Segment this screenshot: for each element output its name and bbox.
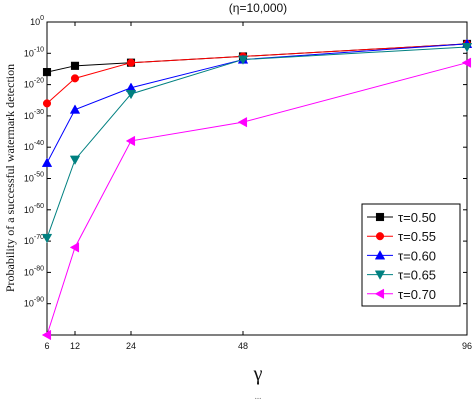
y-axis-label: Probability of a successful watermark de… bbox=[3, 64, 17, 292]
data-point bbox=[125, 135, 136, 147]
data-point bbox=[70, 74, 80, 83]
x-tick-label: 24 bbox=[126, 341, 136, 351]
data-point bbox=[461, 57, 472, 68]
legend-label: τ=0.70 bbox=[398, 287, 436, 302]
data-point bbox=[42, 99, 52, 108]
data-point bbox=[41, 157, 53, 167]
y-tick-label: 10-80 bbox=[24, 265, 44, 277]
data-point bbox=[126, 58, 136, 67]
y-tick-label: 10-30 bbox=[24, 109, 44, 121]
legend-label: τ=0.60 bbox=[398, 248, 436, 263]
y-tick-label: 10-10 bbox=[24, 46, 44, 58]
y-tick-label: 10-60 bbox=[24, 203, 44, 215]
legend-marker bbox=[375, 232, 385, 241]
chart-title: (η=10,000) bbox=[229, 1, 287, 15]
legend: τ=0.50 τ=0.55 τ=0.60 τ=0.65 τ=0.70 bbox=[361, 203, 461, 307]
series-group bbox=[41, 38, 473, 341]
y-tick-label: 10-20 bbox=[24, 78, 44, 90]
y-tick-label: 10-90 bbox=[24, 297, 44, 309]
legend-marker bbox=[375, 212, 385, 222]
x-axis-label: γ bbox=[253, 363, 263, 385]
y-axis-ticks: 100 10-10 10-20 10-30 10-40 10-50 10-60 10-70 10… bbox=[24, 15, 467, 309]
x-tick-label: 48 bbox=[238, 341, 248, 351]
y-tick-label: 10-70 bbox=[24, 234, 44, 246]
data-point bbox=[69, 155, 81, 165]
legend-marker bbox=[374, 288, 385, 299]
x-axis-ticks: 6 12 24 48 96 bbox=[44, 22, 472, 351]
data-point bbox=[237, 55, 249, 65]
x-tick-label: 96 bbox=[462, 341, 472, 351]
legend-label: τ=0.55 bbox=[398, 229, 436, 244]
y-tick-label: 100 bbox=[30, 15, 44, 27]
legend-marker bbox=[374, 250, 386, 260]
data-point bbox=[69, 104, 81, 114]
data-point bbox=[69, 242, 80, 253]
data-point bbox=[70, 61, 80, 70]
data-point bbox=[42, 68, 52, 77]
data-point bbox=[237, 116, 248, 128]
legend-label: τ=0.50 bbox=[398, 210, 436, 225]
y-tick-label: 10-50 bbox=[24, 172, 44, 184]
data-point bbox=[41, 329, 52, 341]
data-point bbox=[461, 42, 473, 53]
legend-label: τ=0.65 bbox=[398, 268, 436, 283]
x-tick-label: 6 bbox=[44, 341, 49, 351]
data-point bbox=[125, 89, 137, 100]
caption-text: ... bbox=[255, 391, 262, 401]
data-point bbox=[41, 233, 53, 244]
y-tick-label: 10-40 bbox=[24, 140, 44, 152]
legend-marker bbox=[374, 270, 386, 280]
x-tick-label: 12 bbox=[70, 341, 80, 351]
